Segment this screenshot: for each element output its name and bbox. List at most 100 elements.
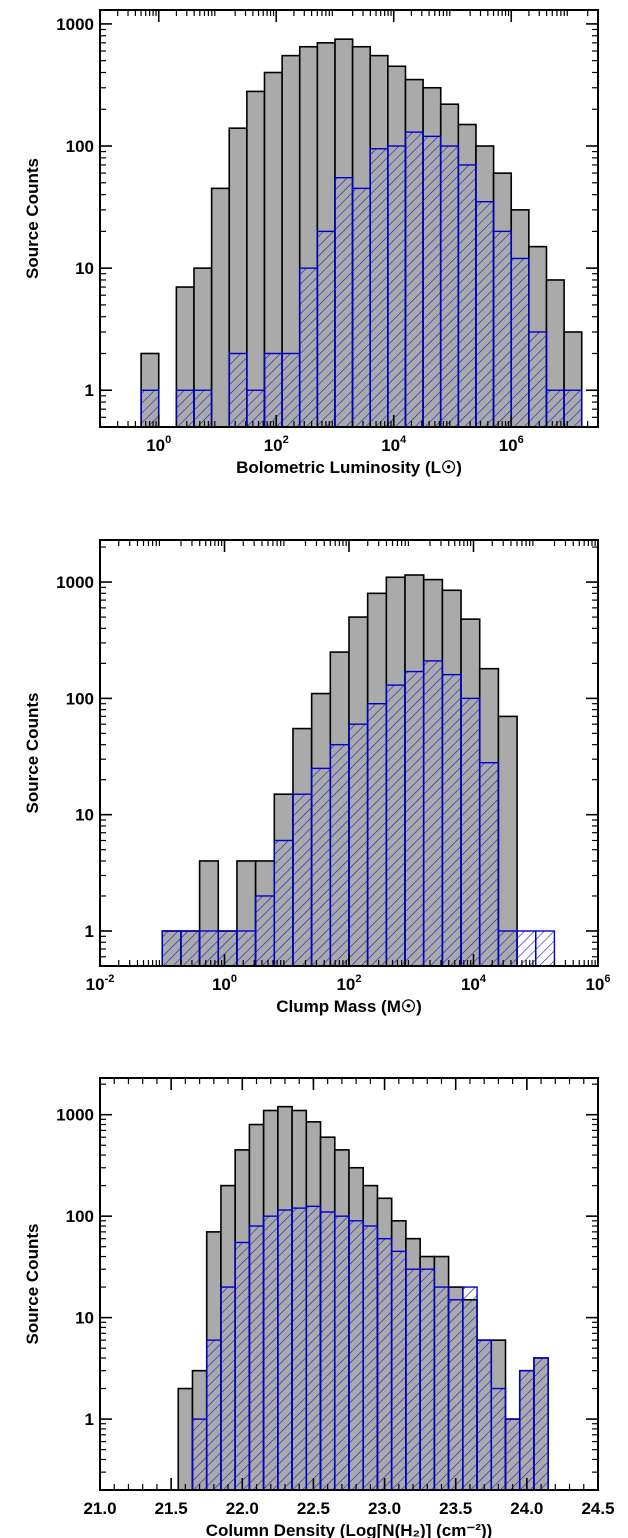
bar (177, 1387, 194, 1491)
bar (490, 1387, 507, 1491)
bar (246, 389, 266, 428)
bar (475, 200, 495, 428)
bar (533, 1357, 549, 1491)
y-tick-label: 1 (85, 922, 94, 941)
x-tick-label: 106 (499, 434, 524, 455)
bar (161, 930, 182, 967)
x-tick-label: 24.0 (510, 1499, 543, 1518)
bar (423, 660, 444, 967)
x-tick-label: 21.5 (155, 1499, 188, 1518)
luminosity-histogram: 1 10 100 1000 100 102 104 106 Bolometric Luminos… (23, 9, 599, 477)
x-axis: 21.0 21.5 22.0 22.5 23.0 23.5 24.0 24.5 (83, 1078, 615, 1518)
bar (457, 164, 477, 428)
bar (528, 331, 548, 428)
y-tick-label: 100 (66, 1207, 94, 1226)
bar (497, 715, 518, 967)
bar (440, 145, 460, 428)
bar (236, 930, 257, 967)
bar (492, 230, 512, 428)
bar (329, 743, 350, 967)
bar (175, 389, 195, 428)
y-tick-label: 10 (75, 806, 94, 825)
bar (292, 793, 313, 967)
x-axis-label: Bolometric Luminosity (L☉) (236, 458, 462, 477)
bar (405, 1268, 421, 1491)
bar (441, 673, 462, 967)
bar (248, 1225, 265, 1491)
y-axis-label: Source Counts (23, 158, 42, 279)
y-tick-label: 1 (85, 1410, 94, 1429)
bar (234, 1241, 251, 1491)
bar (273, 839, 294, 967)
y-axis: 1 10 100 1000 (56, 1083, 598, 1473)
bar (198, 930, 219, 967)
x-tick-label: 104 (381, 434, 407, 455)
bar (419, 1268, 436, 1491)
bar (376, 1237, 393, 1491)
clump-mass-histogram: 1 10 100 1000 10-2 100 102 104 106 Clump Mass (M☉… (23, 539, 611, 1016)
y-tick-label: 100 (66, 137, 94, 156)
bar (447, 1299, 464, 1491)
x-axis: 10-2 100 102 104 106 (86, 540, 611, 994)
x-tick-label: 102 (264, 434, 289, 455)
y-tick-label: 10 (75, 1309, 94, 1328)
x-tick-label: 23.0 (368, 1499, 401, 1518)
x-tick-label: 104 (461, 973, 487, 994)
x-tick-label: 10-2 (86, 973, 115, 994)
x-tick-label: 22.0 (226, 1499, 259, 1518)
y-tick-label: 100 (66, 689, 94, 708)
x-tick-label: 22.5 (297, 1499, 330, 1518)
bar (479, 761, 500, 967)
y-axis: 1 10 100 1000 (56, 15, 598, 418)
bar (422, 135, 442, 428)
bar (277, 1209, 293, 1491)
bar (228, 352, 248, 428)
plot-frame (99, 9, 599, 428)
x-tick-label: 100 (146, 434, 171, 455)
bar (254, 895, 275, 967)
bar (263, 352, 283, 428)
x-axis-label: Clump Mass (M☉) (276, 997, 422, 1016)
x-tick-label: 23.5 (439, 1499, 472, 1518)
bar (246, 90, 266, 428)
x-axis-label: Column Density (Log[N(H₂)] (cm⁻²)) (206, 1521, 493, 1538)
bar (510, 257, 530, 428)
x-axis: 100 102 104 106 (117, 10, 589, 455)
y-axis-label: Source Counts (23, 1224, 42, 1345)
y-axis-label: Source Counts (23, 693, 42, 814)
series-hatched (161, 660, 556, 967)
x-tick-label: 21.0 (83, 1499, 116, 1518)
bar (180, 930, 201, 967)
bar (462, 1286, 478, 1491)
bar (369, 148, 389, 428)
bar (262, 1215, 279, 1491)
plot-frame (99, 1077, 599, 1491)
bar (362, 1225, 379, 1491)
bar (191, 1418, 208, 1491)
bar (390, 1250, 407, 1491)
series-hatched (191, 1205, 549, 1491)
bar (387, 145, 407, 428)
bar (351, 187, 371, 428)
bar (404, 131, 424, 428)
bar (291, 1207, 308, 1491)
bar (206, 1339, 222, 1491)
x-tick-label: 100 (212, 973, 237, 994)
bar (348, 723, 369, 967)
y-tick-label: 10 (75, 259, 94, 278)
bar (348, 1220, 364, 1491)
bar (504, 1418, 521, 1491)
bar (281, 352, 301, 428)
column-density-histogram: 1 10 100 1000 21.0 21.5 22.0 22.5 23.0 23.5 24.0 24… (23, 1077, 615, 1538)
x-tick-label: 106 (585, 973, 610, 994)
y-tick-label: 1 (85, 381, 94, 400)
bar (433, 1286, 450, 1491)
bar (366, 702, 388, 967)
x-tick-label: 102 (336, 973, 361, 994)
bar (404, 670, 425, 967)
bar (319, 1211, 336, 1491)
y-tick-label: 1000 (56, 573, 94, 592)
y-tick-label: 1000 (56, 1106, 94, 1125)
bar (385, 684, 406, 967)
bar (334, 177, 354, 428)
